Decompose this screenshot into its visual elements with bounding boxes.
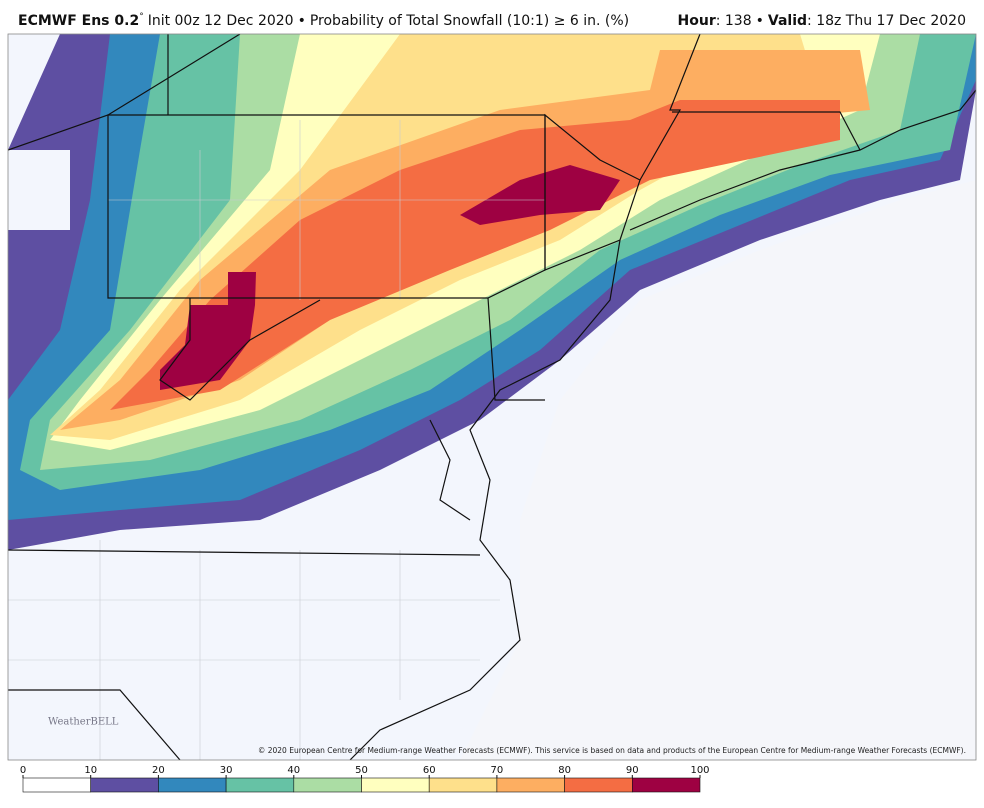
model: ECMWF Ens 0.2 <box>18 13 139 29</box>
valid: : 18z Thu 17 Dec 2020 <box>807 13 966 29</box>
hour-label: Hour <box>678 13 716 29</box>
colorbar-segment <box>158 777 227 793</box>
colorbar-tick-label: 100 <box>690 765 709 776</box>
colorbar-segment <box>496 777 565 793</box>
hour: : 138 <box>716 13 752 29</box>
colorbar-tick-label: 40 <box>287 765 300 776</box>
map <box>8 34 976 760</box>
colorbar-tick-label: 90 <box>626 765 639 776</box>
colorbar: 0 10 20 30 40 50 60 70 80 90 100 <box>20 765 710 793</box>
colorbar-tick-label: 60 <box>423 765 436 776</box>
colorbar-tick-label: 50 <box>355 765 368 776</box>
colorbar-segment <box>22 777 91 793</box>
colorbar-segment <box>631 777 701 793</box>
county-lines <box>8 120 545 760</box>
map-frame <box>7 33 977 761</box>
colorbar-segment <box>90 777 159 793</box>
valid-label: Valid <box>768 13 807 29</box>
colorbar-segment <box>361 777 430 793</box>
colorbar-tick-label: 30 <box>220 765 233 776</box>
colorbar-tick-label: 70 <box>491 765 504 776</box>
colorbar-tick-label: 0 <box>20 765 26 776</box>
colorbar-tick-label: 10 <box>84 765 97 776</box>
colorbar-tick-label: 20 <box>152 765 165 776</box>
band-90 <box>460 165 620 225</box>
product: Probability of Total Snowfall (10:1) ≥ 6… <box>310 13 629 29</box>
ocean <box>460 180 976 760</box>
band-90 <box>160 272 256 390</box>
header-right: Hour: 138 • Valid: 18z Thu 17 Dec 2020 <box>678 13 966 29</box>
logo: WeatherBELL <box>48 717 119 728</box>
colorbar-segment <box>225 777 295 793</box>
separator: • <box>298 13 306 29</box>
colorbar-segment <box>564 777 633 793</box>
degree: ° <box>139 12 144 22</box>
header-left: ECMWF Ens 0.2° Init 00z 12 Dec 2020 • Proba… <box>18 12 629 30</box>
colorbar-tick-label: 80 <box>558 765 571 776</box>
separator: • <box>756 13 764 29</box>
copyright: © 2020 European Centre for Medium-range … <box>258 746 966 755</box>
colorbar-segment <box>293 777 362 793</box>
state-lines <box>8 34 976 760</box>
colorbar-segment <box>428 777 498 793</box>
band-80 <box>110 100 840 410</box>
init: Init 00z 12 Dec 2020 <box>148 13 294 29</box>
